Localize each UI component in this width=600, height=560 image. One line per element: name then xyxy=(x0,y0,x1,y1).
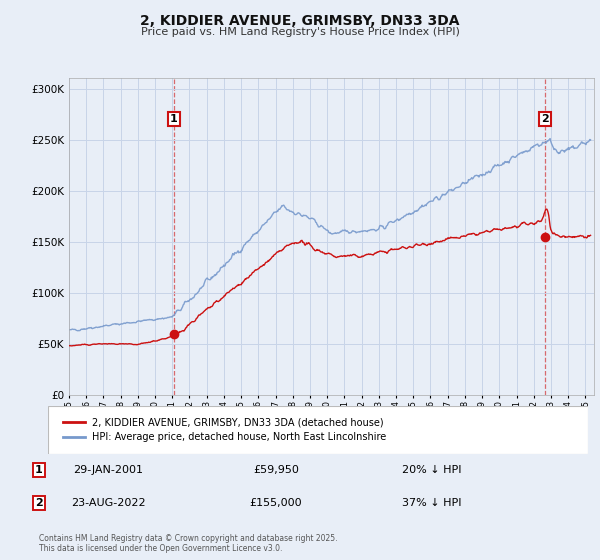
Text: Price paid vs. HM Land Registry's House Price Index (HPI): Price paid vs. HM Land Registry's House … xyxy=(140,27,460,37)
Text: 1: 1 xyxy=(170,114,178,124)
Text: 37% ↓ HPI: 37% ↓ HPI xyxy=(402,498,462,508)
Text: 2, KIDDIER AVENUE, GRIMSBY, DN33 3DA: 2, KIDDIER AVENUE, GRIMSBY, DN33 3DA xyxy=(140,14,460,28)
Text: 20% ↓ HPI: 20% ↓ HPI xyxy=(402,465,462,475)
Text: £59,950: £59,950 xyxy=(253,465,299,475)
Text: 2: 2 xyxy=(541,114,548,124)
Text: 29-JAN-2001: 29-JAN-2001 xyxy=(73,465,143,475)
Text: 23-AUG-2022: 23-AUG-2022 xyxy=(71,498,145,508)
Text: Contains HM Land Registry data © Crown copyright and database right 2025.
This d: Contains HM Land Registry data © Crown c… xyxy=(39,534,337,553)
Text: £155,000: £155,000 xyxy=(250,498,302,508)
Legend: 2, KIDDIER AVENUE, GRIMSBY, DN33 3DA (detached house), HPI: Average price, detac: 2, KIDDIER AVENUE, GRIMSBY, DN33 3DA (de… xyxy=(58,413,391,447)
Text: 2: 2 xyxy=(35,498,43,508)
Text: 1: 1 xyxy=(35,465,43,475)
